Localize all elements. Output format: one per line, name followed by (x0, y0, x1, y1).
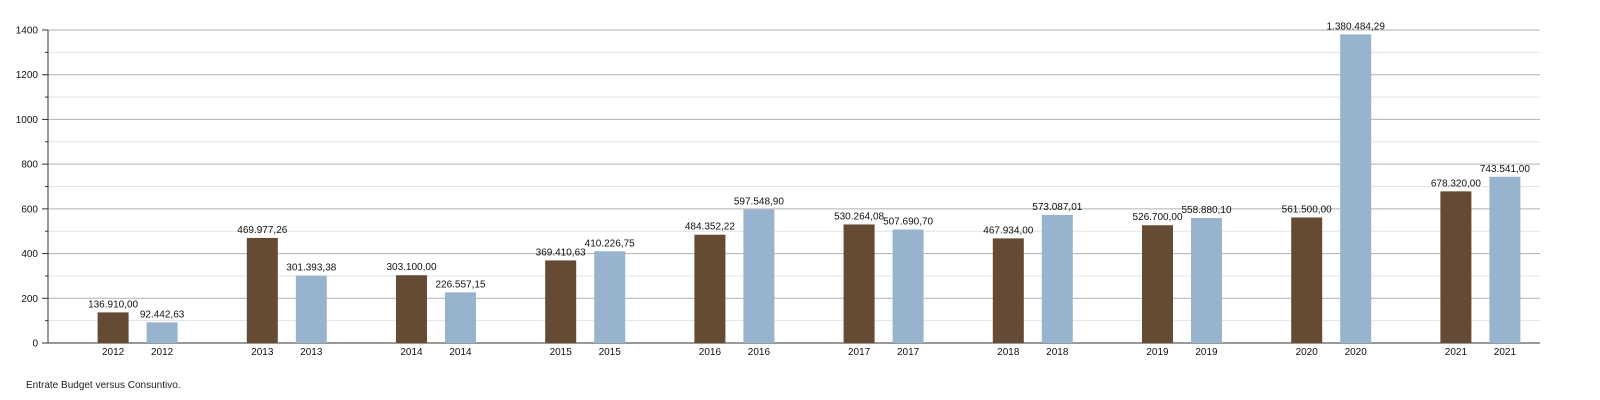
x-tick-label: 2020 (1296, 347, 1319, 358)
chart-caption: Entrate Budget versus Consuntivo. (26, 380, 181, 391)
y-tick-label: 1200 (16, 70, 39, 81)
bar-series-1-2017 (843, 224, 875, 343)
y-tick-label: 0 (32, 339, 38, 350)
x-tick-label: 2016 (699, 347, 722, 358)
x-tick-label: 2013 (300, 347, 323, 358)
x-tick-label: 2014 (449, 347, 472, 358)
data-label: 136.910,00 (88, 299, 138, 310)
data-label: 526.700,00 (1132, 212, 1182, 223)
data-label: 530.264,08 (834, 211, 884, 222)
bar-series-2-2013 (295, 275, 327, 343)
x-tick-label: 2018 (1046, 347, 1069, 358)
x-tick-label: 2019 (1195, 347, 1218, 358)
data-label: 1.380.484,29 (1327, 21, 1386, 32)
data-label: 369.410,63 (536, 247, 586, 258)
y-tick-label: 1000 (16, 115, 39, 126)
x-tick-label: 2021 (1445, 347, 1468, 358)
data-label: 558.880,10 (1181, 205, 1231, 216)
x-tick-label: 2015 (599, 347, 622, 358)
bar-series-2-2015 (594, 251, 626, 343)
x-tick-label: 2017 (848, 347, 871, 358)
x-tick-label: 2021 (1494, 347, 1517, 358)
data-label: 92.442,63 (140, 309, 185, 320)
bar-series-1-2014 (396, 275, 427, 343)
x-tick-label: 2019 (1146, 347, 1169, 358)
data-label: 561.500,00 (1282, 204, 1332, 215)
data-label: 410.226,75 (585, 238, 635, 249)
x-tick-label: 2012 (151, 347, 174, 358)
x-tick-label: 2015 (550, 347, 573, 358)
bar-series-1-2019 (1142, 225, 1173, 343)
bar-series-2-2014 (445, 292, 476, 343)
y-tick-label: 400 (21, 249, 38, 260)
data-label: 573.087,01 (1032, 202, 1082, 213)
x-tick-label: 2016 (748, 347, 771, 358)
y-tick-label: 200 (21, 294, 38, 305)
bar-series-1-2013 (246, 237, 278, 343)
bar-series-2-2017 (892, 229, 924, 343)
y-tick-label: 1400 (16, 26, 39, 37)
y-tick-label: 600 (21, 204, 38, 215)
data-label: 469.977,26 (237, 225, 287, 236)
bar-series-1-2018 (992, 238, 1024, 343)
x-tick-label: 2013 (251, 347, 274, 358)
x-tick-label: 2012 (102, 347, 125, 358)
bar-series-2-2019 (1191, 218, 1222, 343)
bar-series-2-2020 (1340, 34, 1372, 343)
data-label: 303.100,00 (386, 262, 436, 273)
data-label: 597.548,90 (734, 196, 784, 207)
bar-series-2-2012 (146, 322, 178, 343)
bar-series-2-2021 (1489, 176, 1521, 343)
data-label: 301.393,38 (286, 263, 336, 274)
x-tick-label: 2014 (400, 347, 423, 358)
bar-series-1-2012 (97, 312, 129, 343)
bar-series-1-2020 (1291, 217, 1323, 343)
bar-series-1-2016 (694, 234, 726, 343)
x-tick-label: 2018 (997, 347, 1020, 358)
data-label: 226.557,15 (435, 279, 485, 290)
data-label: 743.541,00 (1480, 164, 1530, 175)
x-tick-label: 2017 (897, 347, 920, 358)
bar-series-1-2015 (545, 260, 577, 343)
x-tick-label: 2020 (1345, 347, 1368, 358)
y-tick-label: 800 (21, 160, 38, 171)
bar-series-1-2021 (1440, 191, 1472, 343)
data-label: 484.352,22 (685, 222, 735, 233)
data-label: 467.934,00 (983, 225, 1033, 236)
data-label: 678.320,00 (1431, 178, 1481, 189)
bar-series-2-2016 (743, 209, 775, 343)
data-label: 507.690,70 (883, 216, 933, 227)
bar-series-2-2018 (1041, 214, 1073, 343)
